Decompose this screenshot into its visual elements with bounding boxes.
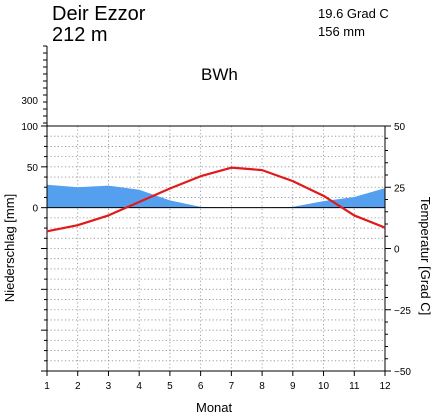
x-tick-label: 7 — [229, 381, 235, 392]
station-name: Deir Ezzor — [52, 3, 146, 25]
y-axis-label-left: Niederschlag [mm] — [2, 194, 17, 302]
x-tick-label: 4 — [136, 381, 142, 392]
x-axis-label: Monat — [196, 400, 233, 415]
precipitation-area — [47, 184, 385, 208]
precip-tick-label: 50 — [27, 163, 39, 174]
temperature-series — [46, 166, 386, 233]
temp-tick-label: 25 — [394, 183, 406, 194]
x-tick-label: 8 — [259, 381, 265, 392]
y-axis-label-right: Temperatur [Grad C] — [418, 197, 433, 316]
x-tick-label: 1 — [44, 381, 50, 392]
temp-tick-label: −50 — [394, 367, 411, 378]
x-tick-label: 3 — [106, 381, 112, 392]
x-tick-label: 6 — [198, 381, 204, 392]
annual-precipitation: 156 mm — [318, 24, 365, 39]
grid — [47, 126, 385, 371]
temperature-line — [46, 166, 386, 233]
x-tick-label: 12 — [379, 381, 391, 392]
x-tick-label: 10 — [318, 381, 330, 392]
x-tick-label: 9 — [290, 381, 296, 392]
precip-tick-label: 0 — [32, 204, 38, 215]
precip-tick-label-extended: 300 — [21, 96, 38, 107]
temp-tick-label: −25 — [394, 306, 411, 317]
temp-tick-label: 0 — [394, 245, 400, 256]
station-elevation: 212 m — [52, 24, 108, 46]
precipitation-series — [47, 184, 385, 208]
x-tick-label: 11 — [349, 381, 360, 392]
climate-class: BWh — [201, 65, 238, 84]
precip-tick-label: 100 — [21, 122, 38, 133]
x-tick-label: 5 — [167, 381, 173, 392]
x-tick-label: 2 — [75, 381, 81, 392]
mean-temperature: 19.6 Grad C — [318, 6, 389, 21]
temp-tick-label: 50 — [394, 122, 406, 133]
